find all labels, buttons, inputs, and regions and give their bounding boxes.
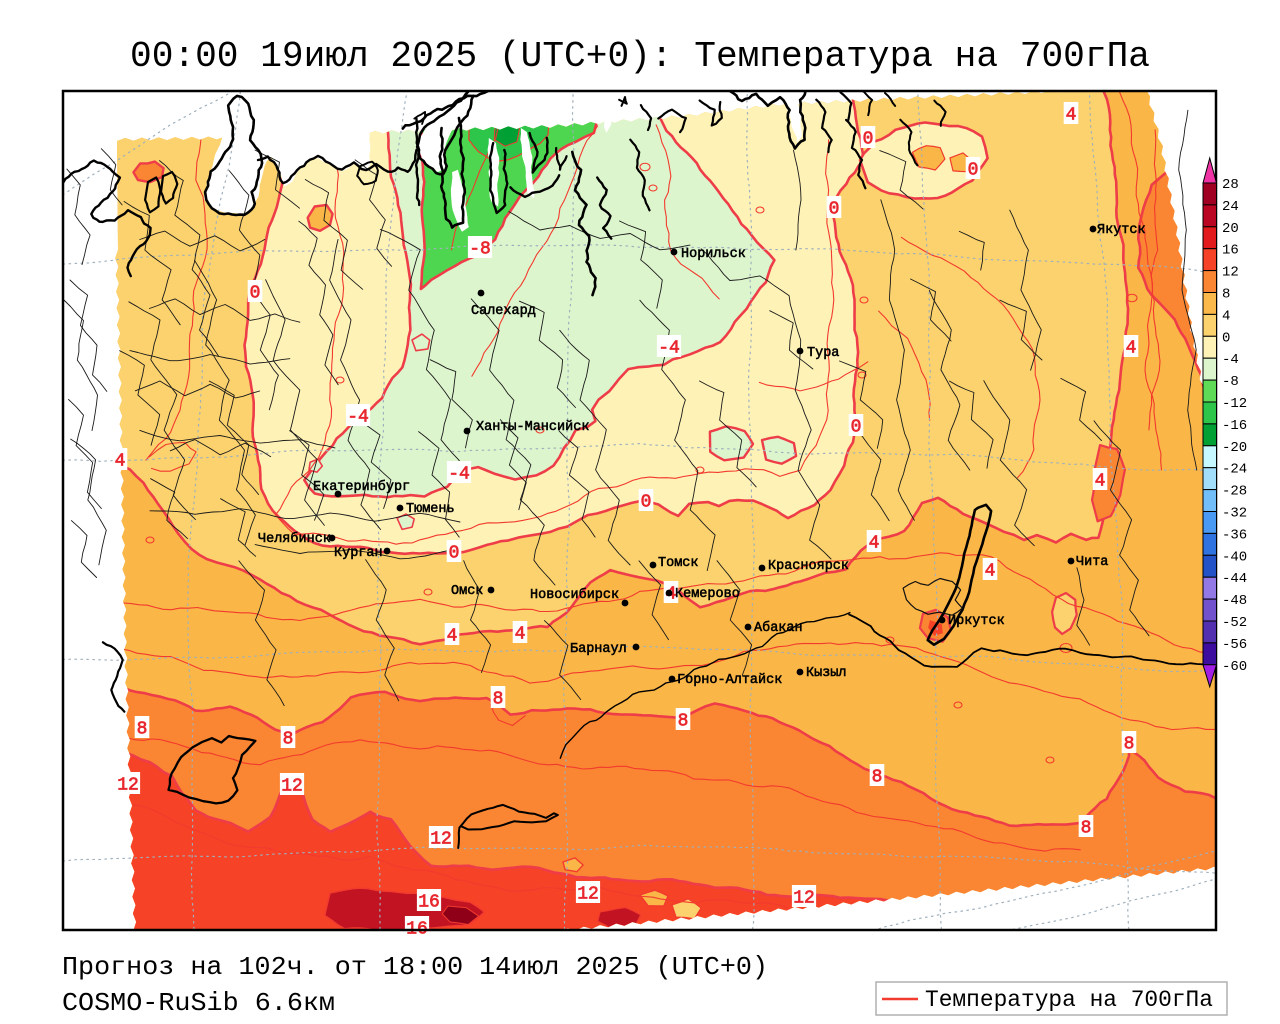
svg-text:-8: -8 (1222, 374, 1239, 390)
svg-text:Салехард: Салехард (471, 304, 536, 319)
svg-text:0: 0 (449, 544, 460, 564)
svg-text:00:00 19июл 2025 (UTC+0): Темп: 00:00 19июл 2025 (UTC+0): Температура на… (130, 36, 1150, 77)
svg-text:8: 8 (493, 690, 504, 710)
svg-text:-4: -4 (658, 339, 680, 359)
svg-text:-32: -32 (1222, 506, 1247, 522)
svg-text:-60: -60 (1222, 659, 1247, 675)
svg-text:Ханты-Мансийск: Ханты-Мансийск (476, 420, 589, 435)
svg-text:12: 12 (430, 830, 452, 850)
svg-text:Барнаул: Барнаул (570, 642, 627, 657)
svg-text:Иркутск: Иркутск (948, 614, 1005, 629)
svg-text:Норильск: Норильск (681, 247, 746, 262)
svg-text:4: 4 (869, 534, 880, 554)
svg-text:-4: -4 (347, 408, 369, 428)
svg-text:Кемерово: Кемерово (675, 587, 740, 602)
svg-text:Температура на 700гПа: Температура на 700гПа (925, 987, 1213, 1013)
svg-text:Челябинск: Челябинск (258, 532, 331, 547)
svg-text:4: 4 (1222, 308, 1230, 324)
svg-text:-16: -16 (1222, 418, 1247, 434)
svg-text:-56: -56 (1222, 637, 1247, 653)
svg-text:Курган: Курган (334, 546, 383, 561)
svg-text:Новосибирск: Новосибирск (530, 588, 619, 603)
svg-text:Красноярск: Красноярск (768, 559, 849, 574)
svg-text:-8: -8 (469, 240, 491, 260)
svg-text:-24: -24 (1222, 462, 1247, 478)
svg-text:0: 0 (968, 161, 979, 181)
svg-text:16: 16 (418, 893, 440, 913)
svg-text:8: 8 (283, 730, 294, 750)
svg-text:12: 12 (577, 885, 599, 905)
svg-text:Чита: Чита (1076, 555, 1108, 570)
svg-text:-4: -4 (1222, 352, 1239, 368)
svg-text:12: 12 (117, 776, 139, 796)
svg-text:0: 0 (1222, 330, 1230, 346)
svg-text:0: 0 (851, 418, 862, 438)
svg-text:20: 20 (1222, 221, 1239, 237)
svg-text:Омск: Омск (451, 584, 483, 599)
svg-text:24: 24 (1222, 199, 1239, 215)
svg-text:4: 4 (1126, 339, 1137, 359)
svg-text:8: 8 (678, 712, 689, 732)
svg-text:8: 8 (137, 720, 148, 740)
svg-text:16: 16 (1222, 243, 1239, 259)
svg-text:-12: -12 (1222, 396, 1247, 412)
svg-text:12: 12 (793, 889, 815, 909)
svg-text:Томск: Томск (658, 556, 699, 571)
svg-text:Прогноз на 102ч. от 18:00 14ию: Прогноз на 102ч. от 18:00 14июл 2025 (UT… (62, 952, 768, 982)
svg-text:-40: -40 (1222, 549, 1247, 565)
svg-text:0: 0 (829, 200, 840, 220)
svg-text:8: 8 (872, 768, 883, 788)
svg-text:Якутск: Якутск (1097, 223, 1146, 238)
svg-text:COSMO-RuSib 6.6км: COSMO-RuSib 6.6км (62, 988, 335, 1018)
svg-text:-4: -4 (448, 465, 470, 485)
svg-text:Абакан: Абакан (754, 621, 803, 636)
svg-text:-44: -44 (1222, 571, 1247, 587)
svg-text:0: 0 (250, 284, 261, 304)
svg-text:Тюмень: Тюмень (406, 502, 455, 517)
svg-text:4: 4 (985, 562, 996, 582)
svg-text:-28: -28 (1222, 484, 1247, 500)
svg-text:-20: -20 (1222, 440, 1247, 456)
svg-text:4: 4 (447, 627, 458, 647)
svg-text:-52: -52 (1222, 615, 1247, 631)
svg-text:12: 12 (281, 777, 303, 797)
svg-text:0: 0 (641, 493, 652, 513)
svg-text:4: 4 (515, 625, 526, 645)
svg-text:4: 4 (115, 452, 126, 472)
svg-text:-48: -48 (1222, 593, 1247, 609)
svg-text:8: 8 (1222, 287, 1230, 303)
svg-text:12: 12 (1222, 265, 1239, 281)
svg-text:4: 4 (1095, 472, 1106, 492)
svg-text:28: 28 (1222, 177, 1239, 193)
svg-text:Тура: Тура (807, 346, 839, 361)
svg-text:Екатеринбург: Екатеринбург (313, 480, 410, 495)
svg-text:4: 4 (1066, 106, 1077, 126)
svg-text:8: 8 (1081, 819, 1092, 839)
svg-text:-36: -36 (1222, 527, 1247, 543)
svg-text:0: 0 (863, 130, 874, 150)
svg-text:Кызыл: Кызыл (806, 666, 847, 681)
svg-text:Горно-Алтайск: Горно-Алтайск (677, 673, 782, 688)
svg-text:8: 8 (1124, 735, 1135, 755)
